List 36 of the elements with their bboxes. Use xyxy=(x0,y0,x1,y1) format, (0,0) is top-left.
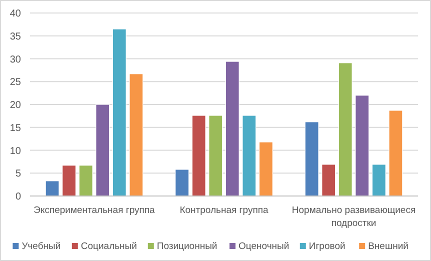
bar xyxy=(208,115,223,196)
bar xyxy=(242,115,256,196)
bar xyxy=(175,169,190,196)
y-tick-label: 0 xyxy=(15,192,22,202)
bar xyxy=(192,115,206,196)
bar xyxy=(372,164,386,196)
bar xyxy=(258,142,273,196)
x-tick-label: Нормально развивающиеся подростки xyxy=(292,205,416,229)
legend-label: Позиционный xyxy=(156,241,218,252)
y-tick-label: 20 xyxy=(10,100,22,111)
y-tick-label: 25 xyxy=(10,77,22,88)
bar xyxy=(388,110,403,196)
bar xyxy=(96,104,110,196)
legend-label: Учебный xyxy=(22,241,61,252)
y-tick-label: 10 xyxy=(10,146,22,157)
legend-label: Социальный xyxy=(80,241,137,252)
bar xyxy=(355,95,370,196)
bar xyxy=(78,165,93,196)
y-tick-label: 15 xyxy=(10,122,22,134)
bar xyxy=(45,180,60,196)
bar xyxy=(322,164,336,196)
bar xyxy=(225,61,240,196)
legend-label: Внешний xyxy=(368,241,408,252)
y-tick-label: 30 xyxy=(10,54,22,66)
bar xyxy=(62,165,76,196)
y-tick-label: 40 xyxy=(10,8,22,20)
x-tick-label: Экспериментальная группа xyxy=(34,205,156,216)
bar xyxy=(338,62,352,196)
y-tick-label: 35 xyxy=(10,31,22,42)
y-tick-label: 5 xyxy=(15,168,22,180)
bar xyxy=(129,74,144,196)
x-tick-label: Контрольная группа xyxy=(180,205,269,216)
bar xyxy=(112,28,126,196)
legend-label: Оценочный xyxy=(238,241,290,252)
legend-label: Игровой xyxy=(308,241,346,252)
bar xyxy=(304,122,319,196)
